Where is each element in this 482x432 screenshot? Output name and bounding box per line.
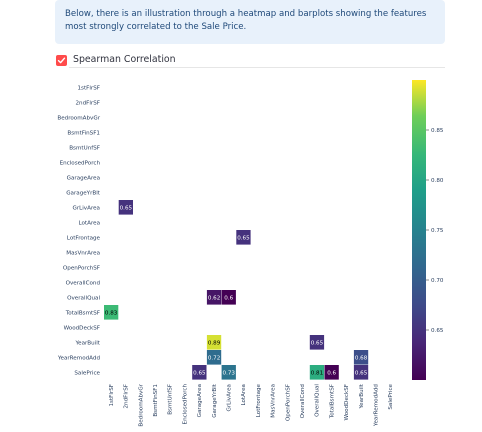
x-tick-label: BsmtUnfSF: [168, 384, 174, 415]
heatmap-cell[interactable]: [206, 290, 222, 305]
heatmap-colorbar: 0.85 0.80 0.75 0.70 0.65: [412, 80, 444, 380]
heatmap-cell-label: 0.81: [311, 371, 324, 377]
heatmap-cells: 0.65 0.65 0.62 0.6 0.83 0.89 0.65 0.72 0.68 0.65 0…: [104, 200, 369, 380]
spearman-checkbox-row[interactable]: Spearman Correlation: [55, 53, 445, 68]
x-tick-label: TotalBsmtSF: [329, 384, 335, 419]
x-tick-label: WoodDeckSF: [344, 384, 350, 420]
x-tick-label: LotArea: [241, 384, 247, 406]
y-tick-label: OverallQual: [67, 296, 100, 302]
heatmap-cell-label: 0.65: [120, 206, 133, 212]
heatmap-cell[interactable]: [206, 350, 222, 365]
x-tick-label: GarageYrBlt: [212, 383, 218, 418]
x-tick-label: GarageArea: [197, 384, 203, 417]
heatmap-cell-label: 0.65: [237, 236, 250, 242]
heatmap-cell[interactable]: [118, 200, 133, 215]
heatmap-cell[interactable]: [353, 365, 369, 380]
heatmap-cell-label: 0.83: [105, 311, 118, 317]
heatmap-cell-label: 0.62: [208, 296, 220, 302]
heatmap-cell-label: 0.65: [311, 341, 324, 347]
heatmap-cell[interactable]: [309, 365, 325, 380]
colorbar-tick-label: 0.65: [431, 328, 444, 334]
heatmap-cell-label: 0.6: [327, 371, 336, 377]
heatmap-cell-label: 0.72: [208, 356, 220, 362]
y-tick-label: MasVnrArea: [66, 251, 100, 257]
x-tick-label: OverallCond: [300, 384, 306, 419]
y-tick-label: 2ndFlrSF: [76, 101, 101, 107]
y-tick-label: GrLivArea: [73, 206, 101, 212]
y-tick-label: SalePrice: [74, 371, 100, 377]
y-tick-label: OpenPorchSF: [63, 266, 100, 272]
colorbar-gradient: [412, 80, 426, 380]
colorbar-tick-label: 0.85: [431, 128, 444, 134]
heatmap-cell-label: 0.65: [355, 371, 368, 377]
x-tick-label: GrLivArea: [226, 384, 232, 412]
info-text: Below, there is an illustration through …: [65, 9, 427, 32]
x-tick-label: 2ndFlrSF: [124, 384, 130, 409]
heatmap-cell[interactable]: [206, 335, 222, 350]
x-tick-label: BsmtFinSF1: [153, 384, 159, 417]
x-tick-label: BedroomAbvGr: [138, 383, 144, 426]
heatmap-cell[interactable]: [192, 365, 207, 380]
colorbar-tick-label: 0.75: [431, 228, 444, 234]
y-tick-label: YearRemodAdd: [57, 356, 101, 362]
heatmap-cell[interactable]: [236, 230, 251, 245]
heatmap-cell[interactable]: [324, 365, 339, 380]
heatmap-y-axis: 1stFlrSF 2ndFlrSF BedroomAbvGr BsmtFinSF1 Bs…: [57, 86, 101, 377]
heatmap-cell[interactable]: [221, 365, 236, 380]
heatmap-x-axis: 1stFlrSF 2ndFlrSF BedroomAbvGr BsmtFinSF1 Bs…: [109, 383, 394, 427]
x-tick-label: OverallQual: [315, 384, 321, 417]
x-tick-label: 1stFlrSF: [109, 384, 115, 407]
colorbar-tick-label: 0.70: [431, 278, 444, 284]
y-tick-label: YearBuilt: [74, 341, 100, 347]
heatmap-cell-label: 0.68: [355, 356, 368, 362]
heatmap-cell[interactable]: [353, 350, 369, 365]
colorbar-tick-label: 0.80: [431, 178, 444, 184]
heatmap-cell-label: 0.73: [223, 371, 236, 377]
heatmap-cell-label: 0.65: [193, 371, 206, 377]
x-tick-label: EnclosedPorch: [182, 384, 188, 425]
y-tick-label: 1stFlrSF: [77, 86, 100, 92]
y-tick-label: LotArea: [78, 221, 100, 227]
y-tick-label: BedroomAbvGr: [57, 116, 100, 122]
x-tick-label: YearBuilt: [359, 383, 365, 409]
heatmap-cell[interactable]: [309, 335, 325, 350]
y-tick-label: OverallCond: [66, 281, 101, 287]
y-tick-label: WoodDeckSF: [64, 326, 100, 332]
x-tick-label: OpenPorchSF: [285, 384, 291, 421]
y-tick-label: BsmtFinSF1: [67, 131, 100, 137]
x-tick-label: LotFrontage: [256, 383, 262, 417]
info-callout: Below, there is an illustration through …: [55, 0, 445, 44]
heatmap-cell-label: 0.89: [208, 341, 221, 347]
checkbox-label: Spearman Correlation: [73, 54, 176, 65]
y-tick-label: TotalBsmtSF: [65, 311, 100, 317]
x-tick-label: SalePrice: [388, 383, 394, 409]
x-tick-label: MasVnrArea: [271, 384, 277, 418]
divider: [69, 67, 445, 68]
y-tick-label: GarageArea: [67, 176, 100, 182]
heatmap-cell[interactable]: [221, 290, 236, 305]
y-tick-label: GarageYrBlt: [66, 191, 101, 197]
heatmap-cell[interactable]: [104, 305, 119, 320]
heatmap-cell-label: 0.6: [224, 296, 233, 302]
checkmark-icon: [57, 57, 66, 64]
x-tick-label: YearRemodAdd: [373, 384, 379, 428]
y-tick-label: EnclosedPorch: [60, 161, 101, 167]
checkbox-checked-icon[interactable]: [56, 55, 67, 66]
y-tick-label: BsmtUnfSF: [69, 146, 100, 152]
y-tick-label: LotFrontage: [67, 236, 101, 242]
